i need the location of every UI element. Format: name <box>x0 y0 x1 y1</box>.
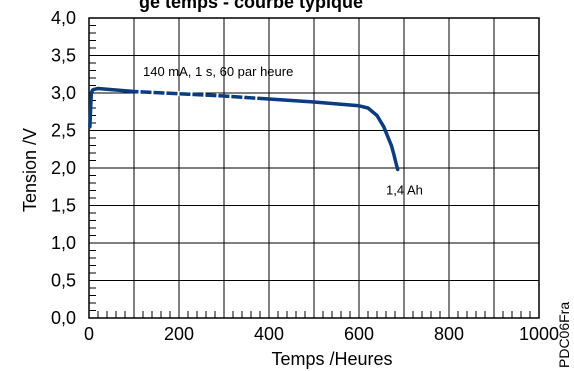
y-tick-label: 0,0 <box>51 308 76 328</box>
x-tick-labels: 0 200 400 600 800 1000 <box>84 324 559 344</box>
y-axis-title: Tension /V <box>20 128 40 212</box>
y-tick-label: 1,5 <box>51 196 76 216</box>
minor-ticks <box>89 25 531 318</box>
x-tick-label: 800 <box>434 324 464 344</box>
x-tick-label: 0 <box>84 324 94 344</box>
annotation-label: 140 mA, 1 s, 60 par heure <box>143 64 293 79</box>
y-tick-label: 3,5 <box>51 46 76 66</box>
y-tick-labels: 0,0 0,5 1,0 1,5 2,0 2,5 3,0 3,5 4,0 <box>51 8 76 328</box>
y-tick-label: 2,5 <box>51 121 76 141</box>
x-tick-label: 600 <box>344 324 374 344</box>
annotation-label: 1,4 Ah <box>386 182 423 197</box>
y-tick-label: 4,0 <box>51 8 76 28</box>
grid <box>89 18 539 318</box>
x-tick-label: 400 <box>254 324 284 344</box>
figure-code-label: PDC06Fra <box>556 302 572 368</box>
y-tick-label: 0,5 <box>51 271 76 291</box>
series-line <box>88 86 400 172</box>
y-tick-label: 3,0 <box>51 83 76 103</box>
x-tick-label: 1000 <box>519 324 559 344</box>
y-tick-label: 1,0 <box>51 233 76 253</box>
chart-title: ge temps - courbe typique <box>139 0 363 12</box>
x-tick-label: 200 <box>164 324 194 344</box>
plot-frame <box>88 17 540 319</box>
annotations: 140 mA, 1 s, 60 par heure 1,4 Ah <box>143 64 423 198</box>
y-tick-label: 2,0 <box>51 158 76 178</box>
x-axis-title: Temps /Heures <box>271 349 392 369</box>
